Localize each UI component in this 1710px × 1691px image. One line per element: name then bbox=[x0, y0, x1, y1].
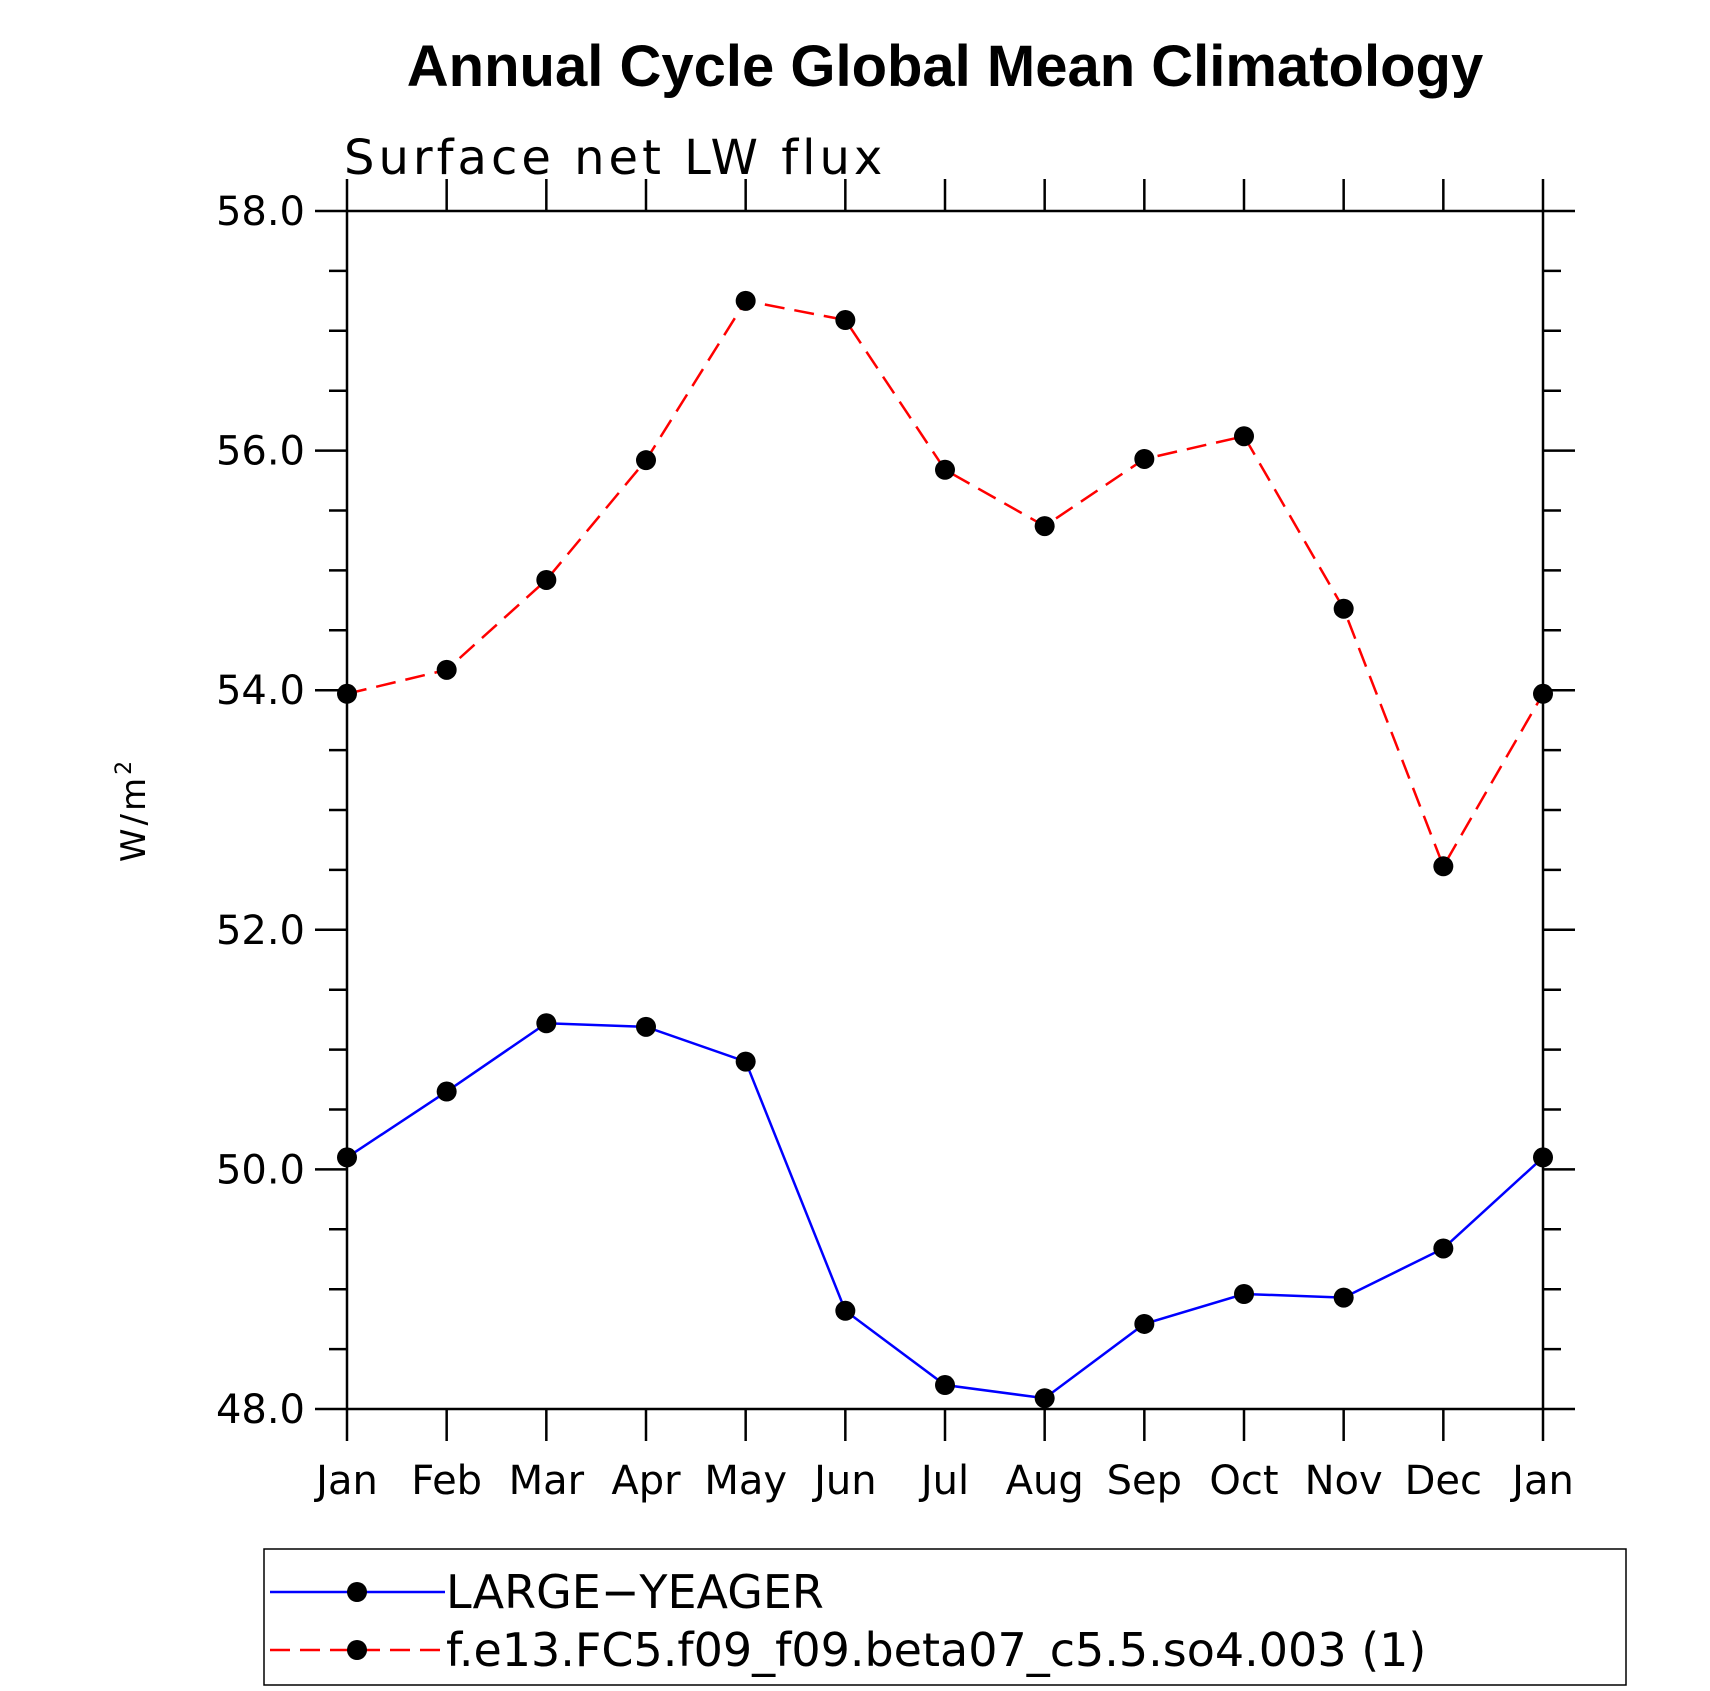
data-point bbox=[436, 1081, 457, 1102]
x-tick-label: Jun bbox=[811, 1458, 877, 1504]
data-point bbox=[1533, 683, 1553, 704]
data-point bbox=[536, 1013, 557, 1034]
y-axis-label: W/m2 bbox=[112, 758, 154, 862]
y-tick-label: 48.0 bbox=[216, 1387, 305, 1433]
data-point bbox=[1333, 598, 1354, 619]
data-point bbox=[1533, 1147, 1553, 1168]
x-tick-label: Mar bbox=[509, 1458, 585, 1504]
chart-title: Annual Cycle Global Mean Climatology bbox=[407, 34, 1483, 99]
data-point bbox=[536, 569, 557, 590]
data-point bbox=[337, 683, 357, 704]
data-point bbox=[636, 1016, 656, 1037]
x-tick-label: Jan bbox=[313, 1458, 378, 1504]
data-point bbox=[1433, 856, 1454, 877]
data-point bbox=[735, 290, 756, 311]
data-point bbox=[1333, 1287, 1354, 1308]
x-tick-label: Aug bbox=[1006, 1458, 1084, 1504]
x-tick-label: Sep bbox=[1107, 1458, 1182, 1504]
series-layer bbox=[337, 290, 1553, 1409]
legend-label: f.e13.FC5.f09_f09.beta07_c5.5.so4.003 (1… bbox=[446, 1623, 1426, 1677]
data-point bbox=[1433, 1238, 1454, 1259]
plot-axes: 48.0 50.0 52.0 54.0 56.0 58.0 Jan Feb Mar Apr May J… bbox=[216, 179, 1575, 1504]
y-tick-label: 54.0 bbox=[216, 668, 305, 714]
data-point bbox=[1234, 426, 1254, 447]
x-tick-label: Apr bbox=[611, 1458, 681, 1504]
y-axis-label-text: W/m bbox=[114, 775, 154, 862]
x-tick-label: Dec bbox=[1405, 1458, 1482, 1504]
x-tick-label: Nov bbox=[1305, 1458, 1383, 1504]
data-point bbox=[1234, 1283, 1254, 1304]
y-tick-label: 56.0 bbox=[216, 429, 305, 475]
x-tick-label: May bbox=[704, 1458, 787, 1504]
legend-box bbox=[263, 1548, 1627, 1686]
legend-marker bbox=[347, 1640, 367, 1660]
y-tick-label: 58.0 bbox=[216, 189, 305, 235]
data-point bbox=[436, 659, 457, 680]
data-point bbox=[1034, 516, 1055, 537]
series-line bbox=[346, 1021, 1544, 1400]
x-tick-label: Feb bbox=[411, 1458, 482, 1504]
legend: LARGE−YEAGERf.e13.FC5.f09_f09.beta07_c5.… bbox=[263, 1548, 1627, 1686]
y-axis-label-superscript: 2 bbox=[112, 758, 137, 775]
x-tick-label: Jan bbox=[1509, 1458, 1574, 1504]
data-point bbox=[835, 1300, 856, 1321]
legend-label: LARGE−YEAGER bbox=[446, 1565, 824, 1619]
data-point bbox=[1034, 1388, 1055, 1409]
data-point bbox=[835, 310, 856, 331]
data-point bbox=[636, 450, 656, 471]
data-point bbox=[1134, 448, 1155, 469]
series-group bbox=[337, 290, 1553, 877]
data-point bbox=[935, 459, 955, 480]
y-tick-label: 52.0 bbox=[216, 908, 305, 954]
series-line bbox=[346, 299, 1545, 870]
plot-frame bbox=[345, 209, 1545, 1411]
x-tick-label: Jul bbox=[918, 1458, 969, 1504]
series-group bbox=[337, 1013, 1553, 1409]
x-tick-label: Oct bbox=[1209, 1458, 1278, 1504]
y-tick-label: 50.0 bbox=[216, 1147, 305, 1193]
data-point bbox=[1134, 1313, 1155, 1334]
data-point bbox=[337, 1147, 357, 1168]
chart-subtitle: Surface net LW flux bbox=[344, 130, 886, 186]
data-point bbox=[935, 1375, 955, 1396]
data-point bbox=[735, 1051, 756, 1072]
legend-marker bbox=[347, 1582, 367, 1602]
